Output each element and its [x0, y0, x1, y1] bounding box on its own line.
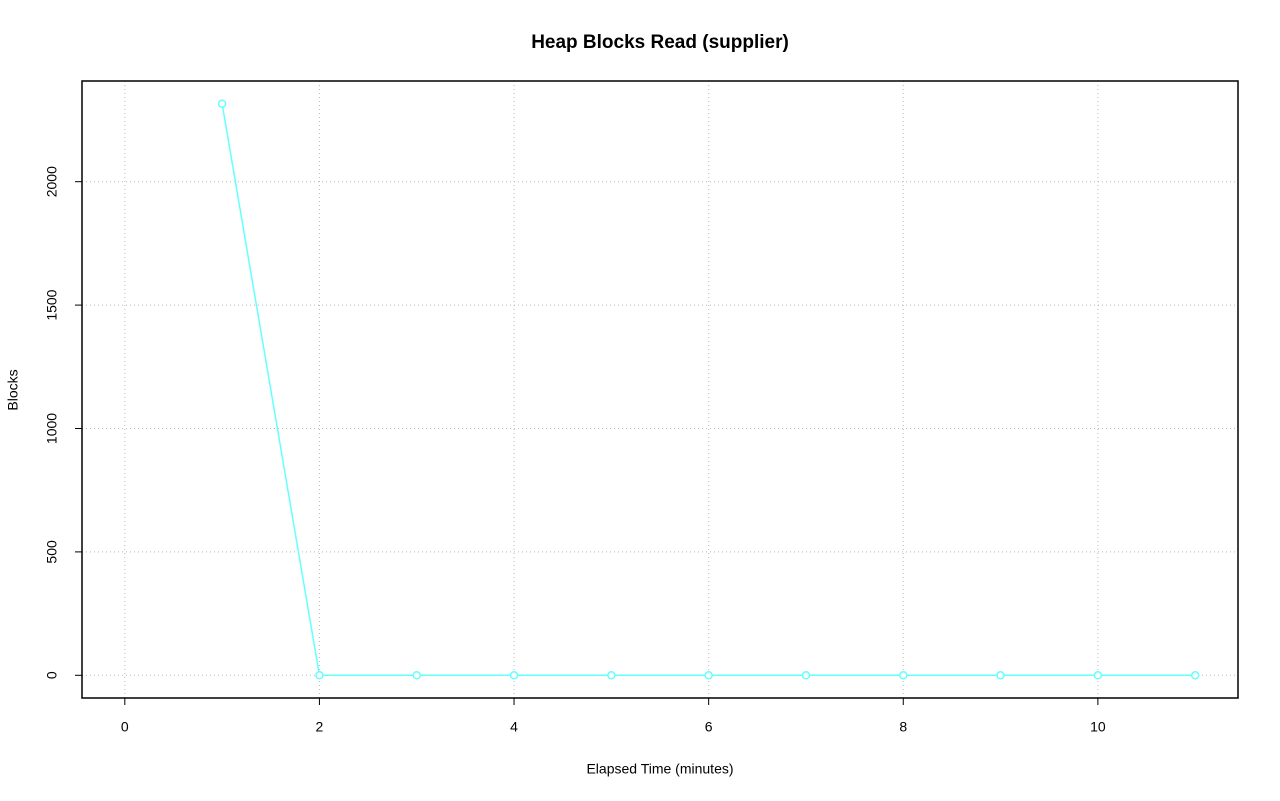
x-tick-label: 0	[121, 719, 129, 735]
data-point	[607, 671, 616, 680]
x-tick-label: 4	[510, 719, 518, 735]
data-point	[509, 671, 519, 680]
y-tick-label: 500	[44, 540, 60, 564]
data-point	[996, 671, 1005, 680]
data-point	[899, 671, 908, 680]
x-tick-label: 6	[705, 719, 713, 735]
y-tick-label: 0	[44, 671, 60, 679]
x-axis-label: Elapsed Time (minutes)	[586, 761, 733, 777]
y-tick-label: 2000	[44, 166, 60, 197]
data-point	[315, 671, 324, 680]
y-axis-label: Blocks	[5, 369, 21, 410]
data-point	[1093, 671, 1103, 680]
plot-frame	[81, 80, 1239, 699]
data-point	[412, 671, 421, 680]
x-tick-label: 2	[316, 719, 324, 735]
x-tick-label: 8	[899, 719, 907, 735]
x-tick-label: 10	[1090, 719, 1106, 735]
data-point	[801, 671, 811, 680]
data-point	[217, 99, 227, 108]
y-tick-label: 1500	[44, 289, 60, 320]
chart-title: Heap Blocks Read (supplier)	[531, 32, 789, 53]
data-point	[704, 671, 713, 680]
y-tick-label: 1000	[44, 413, 60, 444]
data-point	[1190, 671, 1200, 680]
